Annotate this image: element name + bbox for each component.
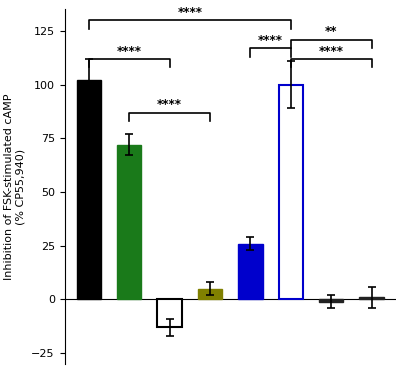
Text: ****: **** (319, 45, 344, 58)
Bar (279, 85, 303, 300)
Bar (158, 300, 182, 327)
Text: ****: **** (117, 45, 142, 58)
Text: ****: **** (258, 34, 283, 47)
Bar (360, 297, 384, 300)
Text: **: ** (325, 25, 338, 38)
Text: ****: **** (177, 6, 202, 19)
Bar (319, 300, 343, 301)
Bar (198, 289, 222, 300)
Bar (117, 145, 141, 300)
Y-axis label: Inhibition of FSK-stimulated cAMP
(% CP55,940): Inhibition of FSK-stimulated cAMP (% CP5… (4, 93, 26, 280)
Bar (238, 244, 262, 300)
Text: ****: **** (157, 99, 182, 112)
Bar (77, 80, 101, 300)
